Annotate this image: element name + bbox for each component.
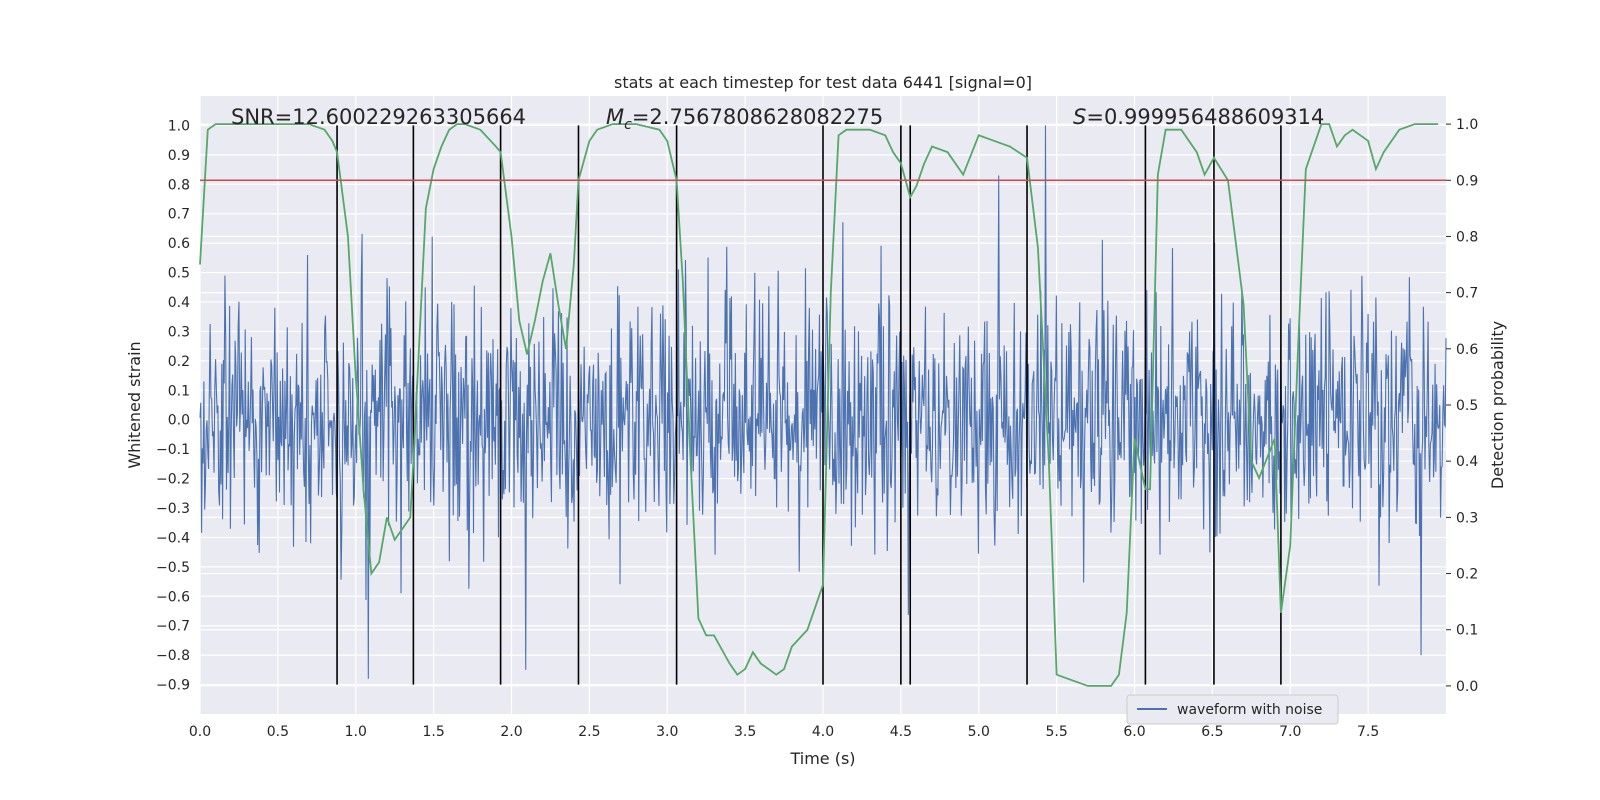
mc-subscript: c bbox=[624, 117, 632, 133]
mc-symbol: M bbox=[606, 105, 624, 129]
x-tick-label: 0.0 bbox=[189, 724, 211, 740]
x-tick-label: 3.5 bbox=[734, 724, 756, 740]
y-tick-label: 0.5 bbox=[168, 266, 190, 282]
y-tick-label: 0.0 bbox=[168, 413, 190, 429]
snr-annotation: SNR=12.600229263305664 bbox=[231, 105, 526, 129]
y-tick-label: 0.2 bbox=[168, 354, 190, 370]
mc-annotation: Mc=2.7567808628082275 bbox=[606, 105, 883, 133]
mc-value: =2.7567808628082275 bbox=[632, 105, 883, 129]
y2-tick-label: 0.0 bbox=[1456, 679, 1478, 695]
y-tick-label: −0.1 bbox=[156, 442, 190, 458]
y-tick-label: 0.1 bbox=[168, 383, 190, 399]
probability-series bbox=[199, 123, 1439, 687]
legend-label-waveform: waveform with noise bbox=[1177, 702, 1322, 718]
probability-line bbox=[199, 123, 1439, 687]
y-tick-label: −0.6 bbox=[156, 589, 190, 605]
x-tick-label: 6.5 bbox=[1201, 724, 1223, 740]
y-tick-label: −0.3 bbox=[156, 501, 190, 517]
x-tick-label: 0.5 bbox=[267, 724, 289, 740]
y2-tick-label: 0.1 bbox=[1456, 623, 1478, 639]
legend-box bbox=[1126, 694, 1339, 725]
y2-tick-label: 0.9 bbox=[1456, 173, 1478, 189]
y2-tick-label: 0.6 bbox=[1456, 342, 1478, 358]
x-tick-label: 5.5 bbox=[1045, 724, 1067, 740]
y-tick-label: 0.3 bbox=[168, 324, 190, 340]
y-tick-label: 0.8 bbox=[168, 177, 190, 193]
x-axis-title: Time (s) bbox=[789, 749, 855, 768]
x-tick-label: 7.5 bbox=[1357, 724, 1379, 740]
vertical-lines bbox=[336, 125, 1282, 685]
y2-tick-label: 0.3 bbox=[1456, 510, 1478, 526]
y-tick-label: −0.8 bbox=[156, 648, 190, 664]
y-tick-label: −0.4 bbox=[156, 530, 190, 546]
x-tick-label: 1.0 bbox=[345, 724, 367, 740]
y-tick-label: −0.7 bbox=[156, 619, 190, 635]
y-tick-label: 0.9 bbox=[168, 148, 190, 164]
y-tick-label: 0.4 bbox=[168, 295, 190, 311]
x-tick-label: 6.0 bbox=[1123, 724, 1145, 740]
axes: 0.0 0.5 1.0 1.5 2.0 2.5 3.0 3.5 4.0 4.5 5.0 5.5 6.0 6… bbox=[156, 117, 1478, 740]
y-tick-label: −0.5 bbox=[156, 560, 190, 576]
x-tick-label: 4.5 bbox=[890, 724, 912, 740]
y-tick-label: −0.2 bbox=[156, 472, 190, 488]
s-symbol: S bbox=[1073, 105, 1086, 129]
chart-title: stats at each timestep for test data 644… bbox=[614, 73, 1032, 92]
y2-axis-title: Detection probability bbox=[1488, 321, 1507, 489]
y2-tick-label: 0.4 bbox=[1456, 454, 1478, 470]
x-tick-label: 2.0 bbox=[500, 724, 522, 740]
x-tick-label: 2.5 bbox=[578, 724, 600, 740]
y-tick-label: 1.0 bbox=[168, 118, 190, 134]
y-axis-title: Whitened strain bbox=[125, 341, 144, 468]
y-tick-label: 0.7 bbox=[168, 207, 190, 223]
s-value: =0.999956488609314 bbox=[1086, 105, 1324, 129]
legend: waveform with noise bbox=[1126, 694, 1339, 725]
x-tick-label: 5.0 bbox=[968, 724, 990, 740]
x-tick-label: 4.0 bbox=[812, 724, 834, 740]
x-tick-label: 7.0 bbox=[1279, 724, 1301, 740]
y2-tick-label: 0.7 bbox=[1456, 286, 1478, 302]
y-tick-label: −0.9 bbox=[156, 678, 190, 694]
x-tick-label: 1.5 bbox=[422, 724, 444, 740]
y-tick-label: 0.6 bbox=[168, 236, 190, 252]
x-tick-label: 3.0 bbox=[656, 724, 678, 740]
s-annotation: S=0.999956488609314 bbox=[1073, 105, 1324, 129]
y2-tick-label: 0.2 bbox=[1456, 567, 1478, 583]
y2-tick-label: 0.8 bbox=[1456, 229, 1478, 245]
y2-tick-label: 0.5 bbox=[1456, 398, 1478, 414]
y2-tick-label: 1.0 bbox=[1456, 117, 1478, 133]
